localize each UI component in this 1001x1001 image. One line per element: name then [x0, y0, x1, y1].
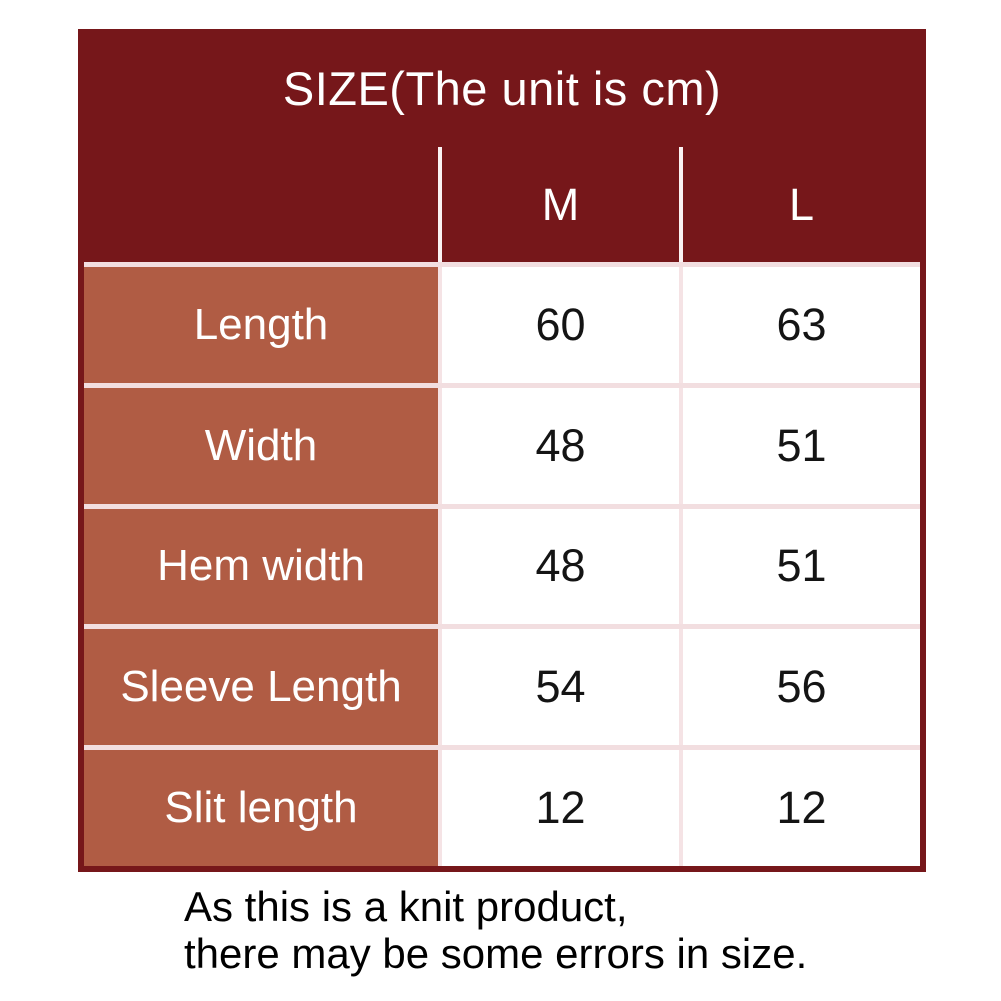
row-label-sleeve-length: Sleeve Length — [84, 629, 438, 746]
cell-value: 51 — [776, 540, 827, 592]
footer-note-line1: As this is a knit product, — [184, 883, 628, 930]
table-header-row: M L — [84, 147, 920, 267]
row-label-text: Width — [204, 420, 318, 470]
cell-width-m: 48 — [438, 387, 679, 504]
table-row-sleeve-length: Sleeve Length 54 56 — [84, 629, 920, 751]
header-cell-m: M — [438, 147, 679, 262]
table-title: SIZE(The unit is cm) — [282, 61, 722, 115]
cell-width-l: 51 — [679, 387, 920, 504]
cell-slit-length-m: 12 — [438, 750, 679, 866]
row-label-text: Slit length — [164, 783, 358, 833]
cell-value: 63 — [776, 298, 827, 350]
header-cell-l: L — [679, 147, 920, 262]
table-row-length: Length 60 63 — [84, 267, 920, 388]
table-row-width: Width 48 51 — [84, 387, 920, 509]
cell-hem-width-l: 51 — [679, 508, 920, 625]
cell-sleeve-length-l: 56 — [679, 629, 920, 746]
row-label-hem-width: Hem width — [84, 508, 438, 625]
footer-note: As this is a knit product, there may be … — [184, 883, 807, 977]
table-title-row: SIZE(The unit is cm) — [84, 29, 920, 147]
header-label-m: M — [541, 178, 580, 230]
size-table: SIZE(The unit is cm) M L Length 60 63 Wi… — [78, 29, 926, 872]
row-label-text: Sleeve Length — [120, 662, 402, 712]
cell-slit-length-l: 12 — [679, 750, 920, 866]
cell-value: 51 — [776, 419, 827, 471]
cell-value: 60 — [535, 298, 586, 350]
footer-note-line2: there may be some errors in size. — [184, 930, 808, 977]
cell-hem-width-m: 48 — [438, 508, 679, 625]
cell-sleeve-length-m: 54 — [438, 629, 679, 746]
row-label-text: Hem width — [157, 541, 365, 591]
table-row-slit-length: Slit length 12 12 — [84, 750, 920, 866]
cell-value: 48 — [535, 540, 586, 592]
header-cell-empty — [84, 147, 438, 262]
row-label-length: Length — [84, 267, 438, 383]
cell-value: 12 — [776, 782, 827, 834]
cell-length-l: 63 — [679, 267, 920, 383]
row-label-slit-length: Slit length — [84, 750, 438, 866]
row-label-width: Width — [84, 387, 438, 504]
table-row-hem-width: Hem width 48 51 — [84, 508, 920, 630]
cell-value: 56 — [776, 661, 827, 713]
cell-value: 12 — [535, 782, 586, 834]
row-label-text: Length — [193, 299, 329, 349]
cell-value: 48 — [535, 419, 586, 471]
cell-length-m: 60 — [438, 267, 679, 383]
cell-value: 54 — [535, 661, 586, 713]
header-label-l: L — [788, 178, 815, 230]
